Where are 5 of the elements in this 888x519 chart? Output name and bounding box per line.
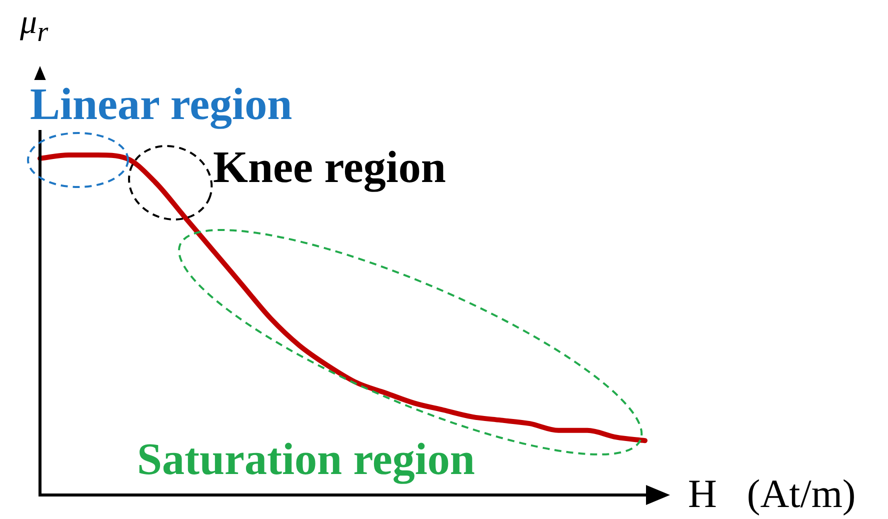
annotation: Knee region [213,142,446,192]
text: Linear region [30,79,292,130]
y-axis-title: μ$_{r}$ [20,4,48,49]
x-axis-title: H (At/m) [688,470,856,517]
annotation: Saturation region [137,434,475,484]
